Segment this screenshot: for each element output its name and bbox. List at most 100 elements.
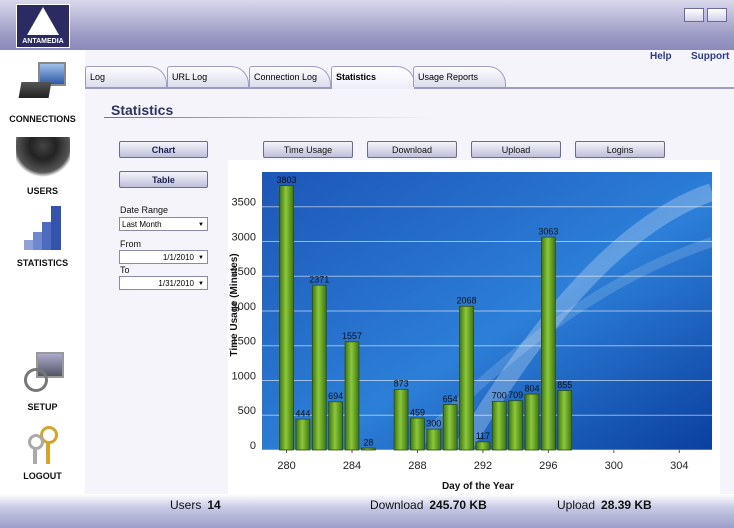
bar xyxy=(442,404,458,451)
tab[interactable]: Log xyxy=(85,66,167,87)
bar xyxy=(459,305,474,451)
stat-value: 245.70 KB xyxy=(429,498,487,512)
bar xyxy=(410,417,425,451)
sidebar-item[interactable]: LOGOUT xyxy=(23,471,62,481)
value-label: 117 xyxy=(476,431,490,441)
tab[interactable]: URL Log xyxy=(167,66,249,87)
metric-button[interactable]: Upload xyxy=(471,141,561,158)
range-value: Last Month xyxy=(122,220,162,229)
value-label: 694 xyxy=(328,391,343,401)
metric-button[interactable]: Download xyxy=(367,141,457,158)
y-tick-label: 1500 xyxy=(232,336,256,348)
status-bar xyxy=(0,494,734,528)
stat-label: Upload xyxy=(557,498,596,512)
bar xyxy=(541,236,556,451)
download-stat: Download 245.70 KB xyxy=(370,498,487,512)
restore-button[interactable] xyxy=(684,8,704,22)
bar xyxy=(328,401,343,451)
to-label: To xyxy=(120,265,130,275)
support-link[interactable]: Support xyxy=(691,51,730,62)
stat-value: 28.39 KB xyxy=(601,498,652,512)
x-tick-label: 304 xyxy=(670,460,688,472)
bar xyxy=(475,441,491,451)
metric-button[interactable]: Time Usage xyxy=(263,141,353,158)
value-label: 2371 xyxy=(309,275,329,285)
from-label: From xyxy=(120,239,141,249)
x-tick-label: 300 xyxy=(605,460,623,472)
page-heading: Statistics xyxy=(111,102,174,118)
logout-icon[interactable] xyxy=(26,424,64,466)
sidebar-item[interactable]: STATISTICS xyxy=(16,258,69,268)
upload-stat: Upload 28.39 KB xyxy=(557,498,652,512)
x-tick-label: 280 xyxy=(277,460,295,472)
y-tick-label: 3000 xyxy=(232,231,256,243)
sidebar-item[interactable]: USERS xyxy=(26,186,58,196)
bar xyxy=(524,393,540,451)
chart: Day of the Year Time Usage (Minutes) 0 50… xyxy=(228,160,720,494)
bar xyxy=(295,418,311,451)
bar xyxy=(311,284,327,451)
y-tick-label: 500 xyxy=(238,405,256,417)
value-label: 855 xyxy=(557,380,572,390)
value-label: 654 xyxy=(443,394,458,404)
bar xyxy=(508,400,523,451)
users-stat: Users 14 xyxy=(170,498,221,512)
stat-label: Download xyxy=(370,498,424,512)
value-label: 700 xyxy=(492,391,507,401)
range-select[interactable]: Last Month ▼ xyxy=(119,217,208,231)
value-label: 28 xyxy=(363,437,373,447)
x-tick-label: 284 xyxy=(343,460,361,472)
tab[interactable]: Usage Reports xyxy=(413,66,506,87)
tab-active[interactable]: Statistics xyxy=(331,66,415,89)
to-date[interactable]: 1/31/2010 ▼ xyxy=(119,276,208,290)
sidebar-item[interactable]: CONNECTIONS xyxy=(9,114,76,124)
to-value: 1/31/2010 xyxy=(158,279,194,288)
x-tick-label: 292 xyxy=(474,460,492,472)
connections-icon[interactable] xyxy=(18,62,66,100)
value-label: 459 xyxy=(410,407,425,417)
table-button[interactable]: Table xyxy=(119,171,208,188)
setup-icon[interactable] xyxy=(22,352,64,396)
tab[interactable]: Connection Log xyxy=(249,66,331,87)
title-bar xyxy=(0,0,734,50)
logo: ANTAMEDIA xyxy=(16,4,70,48)
y-axis-title: Time Usage (Minutes) xyxy=(229,253,240,356)
value-label: 804 xyxy=(524,383,539,393)
sidebar-item[interactable]: SETUP xyxy=(27,402,58,412)
logo-text: ANTAMEDIA xyxy=(22,38,64,45)
bar xyxy=(491,400,507,451)
bar xyxy=(426,428,442,451)
close-button[interactable] xyxy=(707,8,727,22)
chart-button[interactable]: Chart xyxy=(119,141,208,158)
value-label: 300 xyxy=(426,419,441,429)
heading-rule xyxy=(104,117,434,118)
value-label: 1557 xyxy=(342,331,362,341)
stat-value: 14 xyxy=(207,498,221,512)
y-tick-label: 1000 xyxy=(232,370,256,382)
value-label: 873 xyxy=(394,379,409,389)
y-tick-label: 2500 xyxy=(232,266,256,278)
y-tick-label: 0 xyxy=(250,440,256,452)
bar xyxy=(393,388,409,451)
value-label: 709 xyxy=(508,390,523,400)
bar xyxy=(279,185,294,451)
metric-button[interactable]: Logins xyxy=(575,141,665,158)
statistics-icon[interactable] xyxy=(22,206,64,254)
x-axis-title: Day of the Year xyxy=(442,481,514,492)
from-value: 1/1/2010 xyxy=(162,253,194,262)
x-tick-label: 296 xyxy=(539,460,557,472)
value-label: 2068 xyxy=(457,296,477,306)
bar xyxy=(361,447,376,451)
from-date[interactable]: 1/1/2010 ▼ xyxy=(119,250,208,264)
help-link[interactable]: Help xyxy=(650,51,672,62)
x-tick-label: 288 xyxy=(408,460,426,472)
y-tick-label: 2000 xyxy=(232,301,256,313)
y-tick-label: 3500 xyxy=(232,197,256,209)
users-icon[interactable] xyxy=(16,137,70,181)
value-label: 444 xyxy=(295,409,310,419)
sidebar xyxy=(0,50,85,494)
stat-label: Users xyxy=(170,498,202,512)
bar xyxy=(557,390,573,451)
bar xyxy=(344,341,360,451)
